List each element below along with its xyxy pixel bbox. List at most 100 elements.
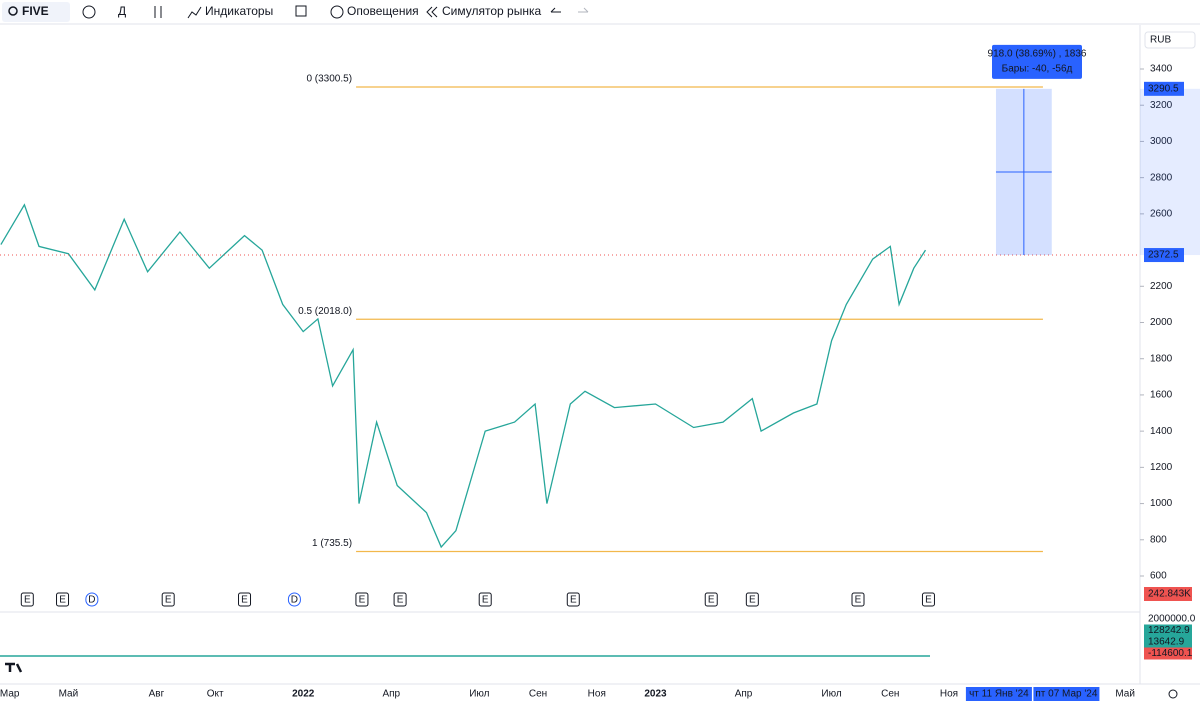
undo[interactable] bbox=[550, 7, 561, 13]
price-tick: 2200 bbox=[1150, 281, 1173, 292]
event-marker bbox=[20, 592, 34, 607]
fib-label: 0.5 (2018.0) bbox=[298, 306, 352, 317]
price-line bbox=[0, 203, 927, 549]
symbol[interactable]: FIVE bbox=[22, 4, 49, 18]
price-tick: 2600 bbox=[1150, 208, 1173, 219]
event-label: E bbox=[165, 595, 172, 606]
currency: RUB bbox=[1150, 35, 1171, 46]
time-tick: Май bbox=[59, 689, 79, 700]
time-tick: Ноя bbox=[588, 689, 606, 700]
price-badge-label: 3290.5 bbox=[1148, 83, 1179, 94]
time-tick: 2023 bbox=[644, 689, 667, 700]
time-tick: Сен bbox=[881, 689, 899, 700]
event-label: D bbox=[291, 595, 298, 606]
indicators[interactable]: Индикаторы bbox=[205, 4, 273, 18]
price-tick: 800 bbox=[1150, 534, 1167, 545]
time-tick: Июл bbox=[821, 689, 841, 700]
interval[interactable]: Д bbox=[118, 4, 126, 18]
replay-icon[interactable] bbox=[426, 6, 438, 18]
fib-label: 0 (3300.5) bbox=[306, 74, 352, 85]
event-label: E bbox=[241, 595, 248, 606]
measure-axis-band bbox=[1140, 88, 1200, 256]
indicators-icon[interactable] bbox=[187, 6, 202, 19]
alert-icon[interactable] bbox=[330, 5, 344, 19]
currency-select[interactable] bbox=[1144, 31, 1196, 49]
event-marker bbox=[287, 592, 301, 607]
price-tick: 1200 bbox=[1150, 462, 1173, 473]
indicator-badge bbox=[1144, 624, 1192, 637]
candles-icon[interactable] bbox=[154, 6, 162, 18]
price-tick: 3000 bbox=[1150, 136, 1173, 147]
date-badge bbox=[965, 687, 1032, 701]
price-tick: 2000 bbox=[1150, 317, 1173, 328]
date-badge-label: чт 11 Янв '24 bbox=[969, 689, 1029, 700]
event-marker bbox=[478, 592, 492, 607]
event-marker bbox=[704, 592, 718, 607]
toolbar: FIVE Д Индикаторы Оповещения Симулятор р… bbox=[0, 0, 1200, 25]
price-tick: 2800 bbox=[1150, 172, 1173, 183]
price-tick: 1800 bbox=[1150, 353, 1173, 364]
price-badge-label: 2372.5 bbox=[1148, 250, 1179, 261]
event-label: E bbox=[397, 595, 404, 606]
symbol-search[interactable] bbox=[2, 2, 70, 22]
event-marker bbox=[566, 592, 580, 607]
event-marker bbox=[393, 592, 407, 607]
time-tick: Мар bbox=[0, 689, 20, 700]
event-label: D bbox=[88, 595, 95, 606]
time-tick: 2022 bbox=[292, 689, 315, 700]
time-tick: Апр bbox=[735, 689, 753, 700]
templates-icon[interactable] bbox=[295, 5, 307, 17]
event-marker bbox=[56, 592, 70, 607]
measure-text: 918.0 (38.69%) , 1836 bbox=[988, 48, 1087, 59]
event-label: E bbox=[855, 595, 862, 606]
indicator-label: 2000000.0 bbox=[1148, 614, 1196, 625]
event-marker bbox=[745, 592, 759, 607]
volume-badge bbox=[1144, 587, 1192, 601]
indicator-badge bbox=[1144, 636, 1192, 648]
replay[interactable]: Симулятор рынка bbox=[442, 4, 541, 18]
event-label: E bbox=[708, 595, 715, 606]
indicator-badge bbox=[1144, 647, 1192, 660]
indicator-label: 13642.9 bbox=[1148, 637, 1185, 648]
price-tick: 1000 bbox=[1150, 498, 1173, 509]
event-marker bbox=[355, 592, 369, 607]
event-label: E bbox=[570, 595, 577, 606]
indicator-label: 128242.9 bbox=[1148, 625, 1190, 636]
event-label: E bbox=[925, 595, 932, 606]
price-tick: 1400 bbox=[1150, 426, 1173, 437]
alerts[interactable]: Оповещения bbox=[347, 4, 419, 18]
date-badge-label: пт 07 Мар '24 bbox=[1035, 689, 1097, 700]
time-tick: Авг bbox=[149, 689, 165, 700]
price-tick: 3200 bbox=[1150, 100, 1173, 111]
event-label: E bbox=[359, 595, 366, 606]
time-tick: Июл bbox=[469, 689, 489, 700]
event-marker bbox=[85, 592, 99, 607]
volume-label: 242.843K bbox=[1148, 589, 1191, 600]
event-label: E bbox=[59, 595, 66, 606]
price-tick: 1600 bbox=[1150, 390, 1173, 401]
price-badge bbox=[1144, 248, 1184, 263]
event-marker bbox=[851, 592, 865, 607]
search-icon bbox=[8, 6, 18, 16]
event-marker bbox=[161, 592, 175, 607]
time-tick: Май bbox=[1115, 689, 1135, 700]
redo[interactable] bbox=[578, 7, 589, 13]
price-tick: 3400 bbox=[1150, 64, 1173, 75]
settings-icon[interactable] bbox=[1168, 689, 1178, 699]
date-badge bbox=[1033, 687, 1100, 701]
event-label: E bbox=[24, 595, 31, 606]
event-marker bbox=[921, 592, 935, 607]
time-tick: Сен bbox=[529, 689, 547, 700]
price-tick: 600 bbox=[1150, 571, 1167, 582]
event-label: E bbox=[749, 595, 756, 606]
event-marker bbox=[238, 592, 252, 607]
indicator-label: -114600.1 bbox=[1148, 648, 1193, 659]
price-badge bbox=[1144, 81, 1184, 96]
compare-icon[interactable] bbox=[82, 5, 96, 19]
toolbar-bg bbox=[0, 0, 1200, 24]
fib-label: 1 (735.5) bbox=[312, 538, 352, 549]
measure-tooltip bbox=[992, 44, 1082, 79]
time-tick: Окт bbox=[207, 689, 224, 700]
measure-text: Бары: -40, -56д bbox=[1002, 63, 1073, 74]
